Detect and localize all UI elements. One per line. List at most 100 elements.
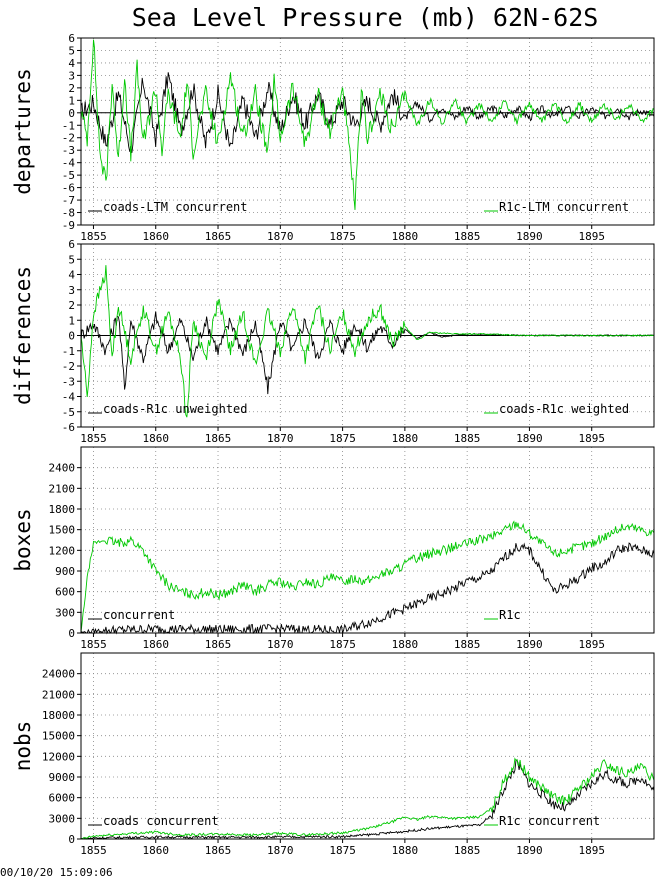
y-tick-label: 900 [55, 565, 75, 578]
x-tick-label: 1860 [142, 638, 169, 651]
y-tick-label: 600 [55, 586, 75, 599]
y-tick-label: -5 [62, 406, 75, 419]
y-tick-label: 12000 [42, 750, 75, 763]
y-tick-label: 0 [68, 107, 75, 120]
y-tick-label: -2 [62, 360, 75, 373]
x-tick-label: 1875 [329, 638, 356, 651]
x-tick-label: 1875 [329, 230, 356, 243]
y-tick-label: 2 [68, 299, 75, 312]
y-tick-label: 6 [68, 32, 75, 45]
y-tick-label: 1800 [49, 503, 76, 516]
x-tick-label: 1890 [516, 432, 543, 445]
y-tick-label: 1 [68, 94, 75, 107]
x-tick-label: 1865 [205, 432, 232, 445]
y-tick-label: -1 [62, 345, 75, 358]
legend-label: R1c concurrent [499, 814, 600, 828]
y-tick-label: -8 [62, 207, 75, 220]
panel-differences: 1855 1860 1865 1870 1875 1880 1885 1890 1895 -6 -5… [11, 238, 655, 445]
x-tick-label: 1890 [516, 638, 543, 651]
legend-label: coads concurrent [103, 814, 219, 828]
y-axis-label: nobs [11, 721, 35, 772]
y-tick-label: 1200 [49, 544, 76, 557]
figure-title: Sea Level Pressure (mb) 62N-62S [132, 3, 599, 32]
panel-nobs: 1855 1860 1865 1870 1875 1880 1885 1890 1895 0 300… [11, 652, 655, 857]
panel-departures: 1855 1860 1865 1870 1875 1880 1885 1890 1895 -9-8… [11, 32, 655, 243]
y-tick-label: 24000 [42, 668, 75, 681]
x-tick-label: 1880 [392, 844, 419, 857]
series-line-green [80, 520, 655, 633]
x-tick-label: 1880 [392, 432, 419, 445]
y-tick-label: 15000 [42, 730, 75, 743]
x-tick-label: 1860 [142, 844, 169, 857]
y-tick-label: -5 [62, 169, 75, 182]
y-tick-label: -7 [62, 194, 75, 207]
x-tick-label: 1875 [329, 844, 356, 857]
x-tick-label: 1895 [578, 638, 605, 651]
y-tick-label: -4 [62, 157, 76, 170]
y-tick-label: -3 [62, 375, 75, 388]
y-tick-label: -1 [62, 119, 75, 132]
panels: 1855 1860 1865 1870 1875 1880 1885 1890 1895 -9-8… [11, 32, 655, 857]
y-tick-label: 0 [68, 833, 75, 846]
y-tick-label: -9 [62, 219, 75, 232]
x-tick-label: 1865 [205, 638, 232, 651]
x-tick-label: 1885 [454, 638, 481, 651]
legend-label: coads-LTM concurrent [103, 200, 248, 214]
x-tick-label: 1895 [578, 432, 605, 445]
x-tick-label: 1870 [267, 844, 294, 857]
x-tick-label: 1890 [516, 230, 543, 243]
series-line-black [80, 758, 655, 840]
y-tick-label: -2 [62, 132, 75, 145]
plot-frame [80, 652, 655, 840]
series-line-green [80, 757, 655, 840]
x-tick-label: 1870 [267, 432, 294, 445]
y-tick-label: 3000 [49, 812, 76, 825]
x-tick-label: 1865 [205, 844, 232, 857]
y-tick-label: 0 [68, 330, 75, 343]
x-tick-label: 1895 [578, 844, 605, 857]
legend-label: concurrent [103, 608, 175, 622]
legend-label: R1c [499, 608, 521, 622]
y-tick-label: 5 [68, 44, 75, 57]
y-axis-label: departures [11, 68, 35, 194]
x-tick-label: 1860 [142, 432, 169, 445]
y-tick-label: -3 [62, 144, 75, 157]
x-tick-label: 1860 [142, 230, 169, 243]
y-tick-label: 1500 [49, 524, 76, 537]
panel-boxes: 1855 1860 1865 1870 1875 1880 1885 1890 1895 0 300… [11, 446, 655, 651]
y-axis-label: boxes [11, 508, 35, 571]
legend-label: coads-R1c unweighted [103, 402, 248, 416]
y-axis-label: differences [11, 266, 35, 405]
y-tick-label: 6 [68, 238, 75, 251]
y-tick-label: 0 [68, 627, 75, 640]
y-tick-label: -4 [62, 391, 76, 404]
x-tick-label: 1890 [516, 844, 543, 857]
x-tick-label: 1885 [454, 844, 481, 857]
plot-frame [80, 37, 655, 226]
series-line-green [80, 39, 655, 210]
y-tick-label: 300 [55, 606, 75, 619]
y-tick-label: 9000 [49, 771, 76, 784]
y-tick-label: 1 [68, 314, 75, 327]
x-tick-label: 1875 [329, 432, 356, 445]
series-line-green [80, 265, 655, 418]
x-tick-label: 1855 [80, 432, 107, 445]
y-tick-label: 6000 [49, 792, 76, 805]
y-tick-label: 2400 [49, 462, 76, 475]
y-tick-label: -6 [62, 182, 75, 195]
legend-label: coads-R1c weighted [499, 402, 629, 416]
y-tick-label: 5 [68, 253, 75, 266]
y-tick-label: 3 [68, 284, 75, 297]
timestamp: 00/10/20 15:09:06 [0, 866, 113, 879]
x-tick-label: 1865 [205, 230, 232, 243]
x-tick-label: 1855 [80, 638, 107, 651]
y-tick-label: 2 [68, 82, 75, 95]
y-tick-label: 2100 [49, 482, 76, 495]
y-tick-label: 18000 [42, 709, 75, 722]
legend-label: R1c-LTM concurrent [499, 200, 629, 214]
y-tick-label: 3 [68, 69, 75, 82]
y-tick-label: 21000 [42, 688, 75, 701]
x-tick-label: 1870 [267, 638, 294, 651]
x-tick-label: 1880 [392, 638, 419, 651]
x-tick-label: 1895 [578, 230, 605, 243]
